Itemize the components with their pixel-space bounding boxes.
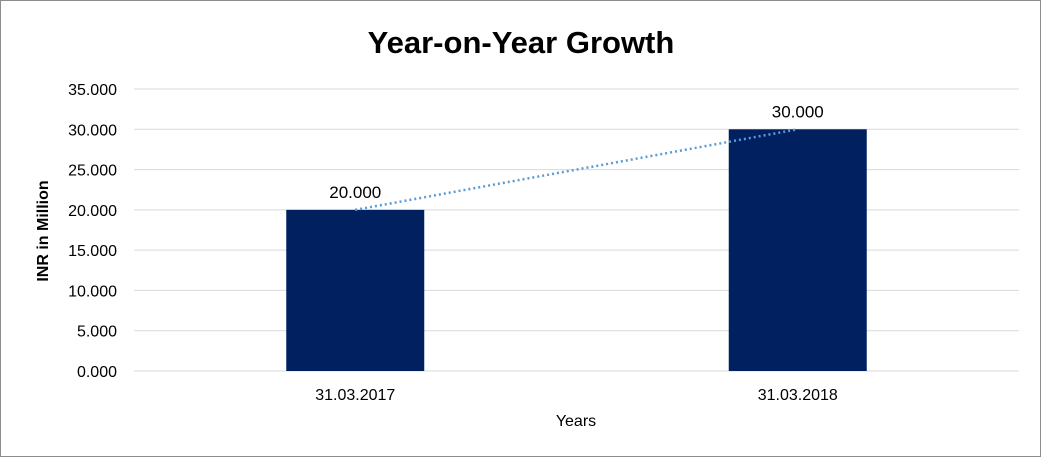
chart-title: Year-on-Year Growth xyxy=(368,25,675,60)
bar xyxy=(286,209,425,371)
data-labels: 20.000 30.000 xyxy=(329,102,824,202)
gridlines xyxy=(134,88,1019,372)
x-tick-label: 31.03.2018 xyxy=(758,387,838,404)
y-axis-ticks: 0.000 5.000 10.000 15.000 20.000 25.000 30.000… xyxy=(68,82,117,381)
y-tick-label: 25.000 xyxy=(68,163,117,180)
y-tick-label: 35.000 xyxy=(68,82,117,99)
y-tick-label: 30.000 xyxy=(68,122,117,139)
x-tick-label: 31.03.2017 xyxy=(315,387,395,404)
y-tick-label: 20.000 xyxy=(68,203,117,220)
y-tick-label: 10.000 xyxy=(68,283,117,300)
data-label: 30.000 xyxy=(772,102,824,121)
x-axis-ticks: 31.03.2017 31.03.2018 xyxy=(315,387,838,404)
y-tick-label: 15.000 xyxy=(68,243,117,260)
data-label: 20.000 xyxy=(329,183,381,202)
y-axis-title: INR in Million xyxy=(35,180,52,281)
y-tick-label: 0.000 xyxy=(77,364,117,381)
x-axis-title: Years xyxy=(556,413,596,430)
bars xyxy=(286,129,867,371)
bar xyxy=(728,129,867,371)
y-tick-label: 5.000 xyxy=(77,324,117,341)
